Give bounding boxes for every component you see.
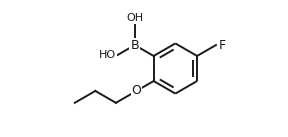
Text: OH: OH — [126, 13, 143, 23]
Text: HO: HO — [98, 50, 116, 60]
Text: F: F — [219, 39, 226, 52]
Text: B: B — [130, 39, 139, 52]
Text: O: O — [132, 84, 141, 97]
